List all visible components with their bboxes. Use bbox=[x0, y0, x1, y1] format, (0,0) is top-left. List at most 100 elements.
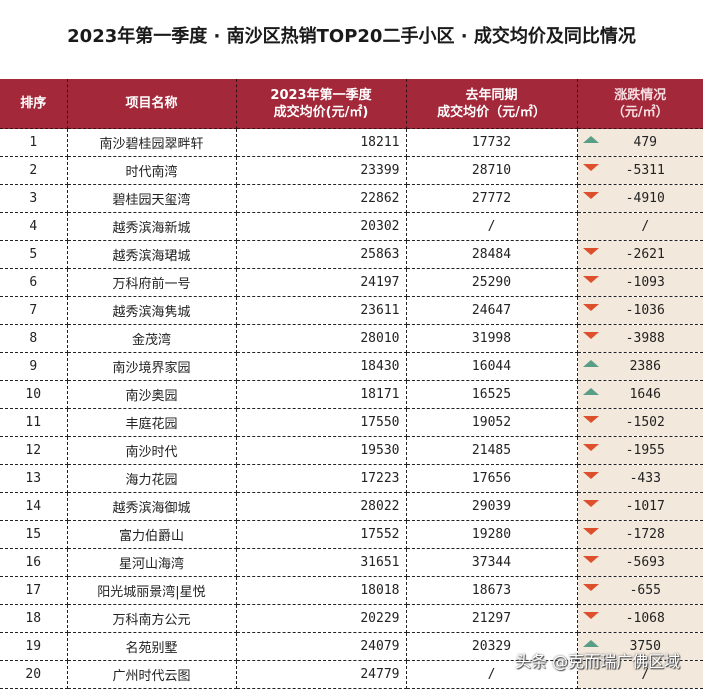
current-price-cell: 24197 bbox=[236, 269, 406, 297]
current-price-cell: 24779 bbox=[236, 661, 406, 689]
current-price-cell: 20229 bbox=[236, 605, 406, 633]
project-name-cell: 南沙时代 bbox=[67, 437, 236, 465]
current-price-cell: 23611 bbox=[236, 297, 406, 325]
change-cell: -1093 bbox=[577, 269, 703, 297]
project-name-cell: 南沙奥园 bbox=[67, 381, 236, 409]
change-value: -1502 bbox=[626, 415, 665, 430]
change-cell: -3988 bbox=[577, 325, 703, 353]
project-name-cell: 金茂湾 bbox=[67, 325, 236, 353]
project-name-cell: 名苑别墅 bbox=[67, 633, 236, 661]
down-arrow-icon bbox=[583, 276, 599, 283]
up-arrow-icon bbox=[583, 640, 599, 647]
header-change: 涨跌情况 （元/㎡） bbox=[577, 79, 703, 129]
rank-cell: 2 bbox=[0, 157, 67, 185]
rank-cell: 16 bbox=[0, 549, 67, 577]
project-name-cell: 南沙碧桂园翠畔轩 bbox=[67, 129, 236, 157]
previous-price-cell: 16525 bbox=[406, 381, 577, 409]
project-name-cell: 星河山海湾 bbox=[67, 549, 236, 577]
down-arrow-icon bbox=[583, 500, 599, 507]
price-table: 排序 项目名称 2023年第一季度 成交均价(元/㎡) 去年同期 成交均价（元/… bbox=[0, 79, 703, 689]
change-value: 479 bbox=[634, 135, 657, 150]
previous-price-cell: 19052 bbox=[406, 409, 577, 437]
current-price-cell: 17552 bbox=[236, 521, 406, 549]
previous-price-cell: 24647 bbox=[406, 297, 577, 325]
up-arrow-icon bbox=[583, 388, 599, 395]
change-value: -5693 bbox=[626, 555, 665, 570]
rank-cell: 7 bbox=[0, 297, 67, 325]
previous-price-cell: 17656 bbox=[406, 465, 577, 493]
change-cell: -1955 bbox=[577, 437, 703, 465]
change-cell: -5693 bbox=[577, 549, 703, 577]
down-arrow-icon bbox=[583, 332, 599, 339]
change-value: 1646 bbox=[630, 387, 661, 402]
change-cell: -2621 bbox=[577, 241, 703, 269]
rank-cell: 3 bbox=[0, 185, 67, 213]
up-arrow-icon bbox=[583, 136, 599, 143]
down-arrow-icon bbox=[583, 248, 599, 255]
current-price-cell: 24079 bbox=[236, 633, 406, 661]
change-cell: 1646 bbox=[577, 381, 703, 409]
change-value: -5311 bbox=[626, 163, 665, 178]
header-rank: 排序 bbox=[0, 79, 67, 129]
change-cell: -5311 bbox=[577, 157, 703, 185]
previous-price-cell: 28484 bbox=[406, 241, 577, 269]
change-value: -1036 bbox=[626, 303, 665, 318]
current-price-cell: 18018 bbox=[236, 577, 406, 605]
current-price-cell: 19530 bbox=[236, 437, 406, 465]
current-price-cell: 22862 bbox=[236, 185, 406, 213]
change-value: / bbox=[641, 219, 649, 234]
change-cell: -1068 bbox=[577, 605, 703, 633]
down-arrow-icon bbox=[583, 556, 599, 563]
previous-price-cell: 21485 bbox=[406, 437, 577, 465]
previous-price-cell: 21297 bbox=[406, 605, 577, 633]
rank-cell: 20 bbox=[0, 661, 67, 689]
rank-cell: 19 bbox=[0, 633, 67, 661]
rank-cell: 17 bbox=[0, 577, 67, 605]
change-cell: -1728 bbox=[577, 521, 703, 549]
header-current-price: 2023年第一季度 成交均价(元/㎡) bbox=[236, 79, 406, 129]
previous-price-cell: 28710 bbox=[406, 157, 577, 185]
change-value: -3988 bbox=[626, 331, 665, 346]
rank-cell: 10 bbox=[0, 381, 67, 409]
header-previous-line2: 成交均价（元/㎡） bbox=[407, 104, 577, 121]
project-name-cell: 越秀滨海隽城 bbox=[67, 297, 236, 325]
header-previous-line1: 去年同期 bbox=[407, 87, 577, 104]
current-price-cell: 20302 bbox=[236, 213, 406, 241]
rank-cell: 18 bbox=[0, 605, 67, 633]
rank-cell: 5 bbox=[0, 241, 67, 269]
down-arrow-icon bbox=[583, 304, 599, 311]
project-name-cell: 阳光城丽景湾|星悦 bbox=[67, 577, 236, 605]
current-price-cell: 18430 bbox=[236, 353, 406, 381]
down-arrow-icon bbox=[583, 612, 599, 619]
project-name-cell: 越秀滨海新城 bbox=[67, 213, 236, 241]
previous-price-cell: 31998 bbox=[406, 325, 577, 353]
change-cell: -4910 bbox=[577, 185, 703, 213]
rank-cell: 6 bbox=[0, 269, 67, 297]
rank-cell: 14 bbox=[0, 493, 67, 521]
change-value: -2621 bbox=[626, 247, 665, 262]
change-value: 2386 bbox=[630, 359, 661, 374]
rank-cell: 4 bbox=[0, 213, 67, 241]
current-price-cell: 17550 bbox=[236, 409, 406, 437]
previous-price-cell: 27772 bbox=[406, 185, 577, 213]
header-row: 排序 项目名称 2023年第一季度 成交均价(元/㎡) 去年同期 成交均价（元/… bbox=[0, 79, 703, 129]
current-price-cell: 18211 bbox=[236, 129, 406, 157]
project-name-cell: 时代南湾 bbox=[67, 157, 236, 185]
change-value: -433 bbox=[630, 471, 661, 486]
previous-price-cell: 18673 bbox=[406, 577, 577, 605]
header-change-line1: 涨跌情况 bbox=[578, 87, 703, 104]
down-arrow-icon bbox=[583, 416, 599, 423]
project-name-cell: 越秀滨海御城 bbox=[67, 493, 236, 521]
change-value: -4910 bbox=[626, 191, 665, 206]
project-name-cell: 万科府前一号 bbox=[67, 269, 236, 297]
